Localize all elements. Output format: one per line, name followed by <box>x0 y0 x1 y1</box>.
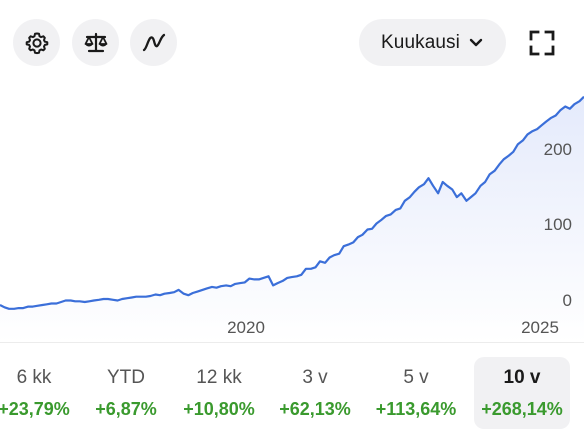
indicator-button[interactable] <box>130 19 177 66</box>
period-select-value: Kuukausi <box>381 31 460 53</box>
price-chart[interactable]: 0 100 200 2020 2025 <box>0 80 584 342</box>
range-tabs: 6 kk +23,79% YTD +6,87% 12 kk +10,80% 3 v +62,1… <box>0 342 584 440</box>
range-tab-label: 6 kk <box>16 367 52 388</box>
settings-button[interactable] <box>13 19 60 66</box>
expand-icon <box>529 30 554 55</box>
range-tab-label: 5 v <box>403 367 429 388</box>
range-tab-change: +113,64% <box>375 399 457 419</box>
y-tick-label: 100 <box>544 215 572 234</box>
range-tab-change: +10,80% <box>183 399 255 419</box>
x-tick-label: 2025 <box>521 318 559 337</box>
gear-icon <box>25 32 48 54</box>
scale-icon <box>84 32 107 52</box>
range-tab[interactable]: 10 v +268,14% <box>474 357 570 429</box>
series-line <box>0 95 584 310</box>
range-tab-change: +268,14% <box>481 399 563 419</box>
range-tab-change: +62,13% <box>279 399 351 419</box>
y-tick-label: 0 <box>563 291 572 310</box>
period-select[interactable]: Kuukausi <box>359 19 506 66</box>
chevron-down-icon <box>469 38 483 46</box>
fullscreen-button[interactable] <box>518 19 565 66</box>
wave-icon <box>142 33 165 51</box>
compare-button[interactable] <box>72 19 119 66</box>
y-tick-label: 200 <box>544 140 572 159</box>
range-tab[interactable]: 6 kk +23,79% <box>0 357 82 429</box>
range-tab[interactable]: YTD +6,87% <box>78 357 174 429</box>
range-tab[interactable]: 12 kk +10,80% <box>171 357 267 429</box>
range-tab-change: +6,87% <box>95 399 157 419</box>
range-tab-label: 12 kk <box>196 367 242 388</box>
range-tab-change: +23,79% <box>0 399 70 419</box>
range-tab[interactable]: 3 v +62,13% <box>267 357 363 429</box>
x-tick-label: 2020 <box>227 318 265 337</box>
series-area <box>0 96 584 342</box>
range-tab-label: 3 v <box>302 367 328 388</box>
range-tab[interactable]: 5 v +113,64% <box>368 357 464 429</box>
range-tab-label: 10 v <box>503 367 541 388</box>
range-tab-label: YTD <box>107 367 145 388</box>
